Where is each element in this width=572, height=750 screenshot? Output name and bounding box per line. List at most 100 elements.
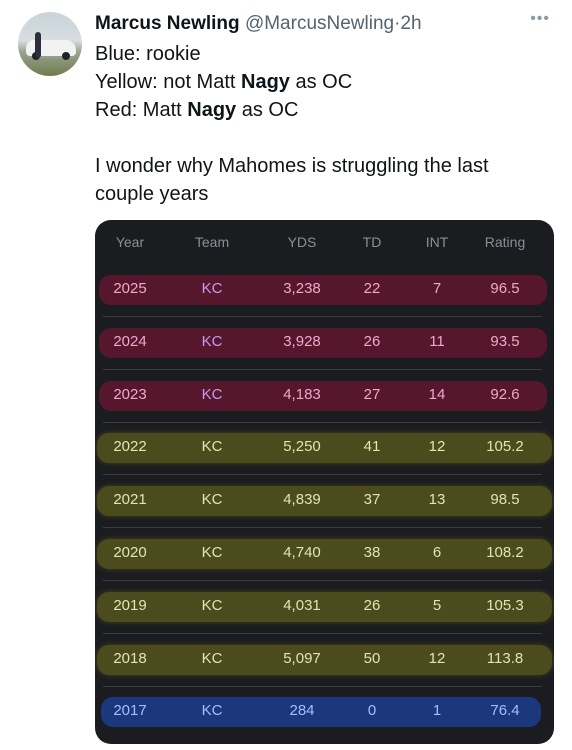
highlight-band-blue (101, 697, 541, 728)
cell-rating: 96.5 (490, 280, 520, 297)
tweet-text-line: couple years (95, 180, 555, 208)
cell-year: 2019 (113, 596, 147, 614)
cell-yds: 4,740 (283, 544, 321, 561)
cell-team: KC (201, 438, 223, 456)
tweet-text-line: Blue: rookie (95, 40, 555, 68)
tweet-text-line: Yellow: not Matt Nagy as OC (95, 68, 555, 96)
cell-td: 50 (363, 649, 381, 667)
header-year: Year (115, 234, 145, 250)
wheel-shape (62, 52, 70, 60)
cell-rating: 108.2 (486, 544, 524, 561)
separator-dot: · (394, 13, 401, 34)
highlight-band-red (99, 275, 547, 305)
cell-year: 2017 (113, 702, 147, 720)
avatar[interactable] (18, 12, 82, 76)
cell-year: 2023 (113, 385, 147, 403)
header-yds: YDS (287, 234, 317, 250)
tweet-text-segment: Blue: rookie (95, 43, 201, 65)
cell-int: 14 (428, 385, 446, 403)
tweet-text-line (95, 124, 555, 152)
cell-td: 26 (363, 596, 381, 614)
tweet-text-segment: couple years (95, 183, 209, 205)
header-td: TD (362, 234, 382, 250)
table-row: 2025 KC 3,238 22 7 96.5 (95, 264, 554, 317)
cell-year: 2020 (113, 544, 147, 561)
cell-int: 12 (428, 438, 446, 456)
row-divider (103, 421, 542, 423)
row-divider (103, 685, 542, 687)
row-divider (103, 316, 542, 317)
cell-year: 2024 (113, 332, 147, 350)
table-row: 2024 KC 3,928 26 11 93.5 (95, 317, 554, 370)
row-divider (103, 474, 542, 476)
tweet-text-segment: Yellow: not Matt (95, 71, 242, 93)
cell-team: KC (201, 596, 223, 614)
person-silhouette (35, 32, 41, 58)
tweet-text-segment: as OC (236, 99, 299, 121)
highlight-band-yellow (97, 486, 552, 517)
cell-team: KC (201, 649, 223, 667)
highlight-band-yellow (97, 591, 552, 622)
cell-td: 0 (367, 702, 377, 720)
table-row: 2018 KC 5,097 50 12 113.8 (95, 634, 554, 687)
cell-int: 12 (428, 649, 446, 667)
highlight-band-red (99, 327, 547, 358)
highlight-band-yellow (97, 539, 552, 569)
cell-int: 7 (432, 280, 442, 297)
cell-rating: 92.6 (490, 385, 520, 403)
cell-team: KC (201, 332, 223, 350)
row-divider (103, 527, 542, 529)
cell-rating: 105.3 (486, 596, 524, 614)
table-row: 2019 KC 4,031 26 5 105.3 (95, 581, 554, 634)
header-rating: Rating (484, 234, 526, 250)
table-row: 2022 KC 5,250 41 12 105.2 (95, 422, 554, 476)
cell-int: 5 (432, 596, 442, 614)
cell-rating: 98.5 (490, 491, 520, 509)
cell-td: 22 (363, 280, 381, 297)
table-row: 2020 KC 4,740 38 6 108.2 (95, 528, 554, 581)
table-header-row: Year Team YDS TD INT Rating (95, 220, 554, 264)
tweet-text-bold: Nagy (187, 99, 237, 121)
cell-td: 37 (363, 491, 381, 509)
row-divider (103, 632, 542, 634)
row-divider (103, 580, 542, 581)
cell-year: 2025 (113, 280, 147, 297)
cell-yds: 4,183 (283, 385, 321, 403)
cell-td: 27 (363, 385, 381, 403)
highlight-band-red (99, 380, 547, 411)
tweet-text-line: Red: Matt Nagy as OC (95, 96, 555, 124)
cell-yds: 3,238 (283, 280, 321, 297)
cell-yds: 5,097 (283, 649, 321, 667)
row-divider (103, 368, 542, 370)
tweet-text-line: I wonder why Mahomes is struggling the l… (95, 152, 555, 180)
author-handle[interactable]: @MarcusNewling (244, 13, 395, 34)
more-dots-icon[interactable]: ••• (530, 10, 550, 27)
tweet-header: Marcus Newling @MarcusNewling·2h (95, 10, 552, 38)
tweet-timestamp[interactable]: 2h (400, 13, 422, 34)
cell-int: 13 (428, 491, 446, 509)
table-row: 2021 KC 4,839 37 13 98.5 (95, 475, 554, 529)
cell-rating: 76.4 (490, 702, 520, 720)
cell-yds: 284 (289, 702, 315, 720)
header-team: Team (194, 234, 230, 250)
table-row: 2017 KC 284 0 1 76.4 (95, 686, 554, 739)
cell-yds: 3,928 (283, 332, 321, 350)
table-row: 2023 KC 4,183 27 14 92.6 (95, 370, 554, 423)
cell-rating: 105.2 (486, 438, 524, 456)
author-name[interactable]: Marcus Newling (95, 13, 240, 34)
cell-year: 2021 (113, 491, 147, 509)
cell-yds: 5,250 (283, 438, 321, 456)
tweet-body: Blue: rookie Yellow: not Matt Nagy as OC R… (95, 40, 555, 208)
cell-rating: 113.8 (486, 649, 524, 667)
tweet-text-segment: as OC (289, 71, 353, 93)
cell-int: 1 (432, 702, 442, 720)
cell-int: 6 (432, 544, 442, 561)
cell-team: KC (201, 385, 223, 403)
cell-year: 2022 (113, 438, 147, 456)
stats-table-image[interactable]: Year Team YDS TD INT Rating 2025 KC 3,238 2… (95, 220, 554, 744)
cell-yds: 4,839 (283, 491, 321, 509)
tweet-text-segment: I wonder why Mahomes is struggling the l… (95, 155, 489, 177)
highlight-band-yellow (97, 644, 552, 675)
cell-int: 11 (429, 332, 445, 350)
cell-td: 41 (363, 438, 381, 456)
